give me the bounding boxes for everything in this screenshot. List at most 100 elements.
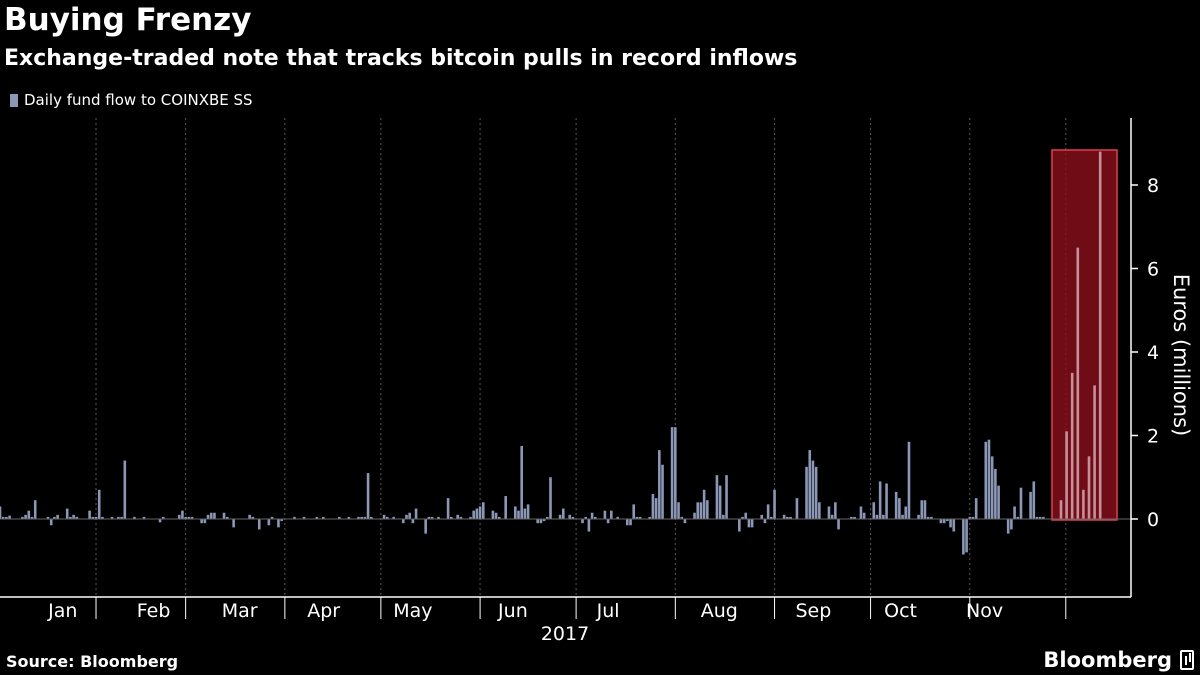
bar [545, 516, 549, 519]
bar [302, 516, 306, 519]
x-tick-label: Jun [497, 600, 528, 622]
legend-swatch [10, 93, 18, 107]
bar [747, 519, 751, 528]
bar [811, 460, 815, 519]
legend-label: Daily fund flow to COINXBE SS [24, 91, 253, 109]
bar [581, 519, 584, 524]
bar [773, 489, 776, 519]
bar [610, 510, 613, 519]
bar [133, 516, 136, 519]
highlight-bar [1070, 372, 1074, 519]
bar [427, 516, 431, 519]
bar [526, 504, 530, 519]
bar [882, 514, 885, 519]
bar [203, 519, 207, 524]
bar [632, 504, 636, 519]
bar [683, 519, 687, 524]
x-tick-label: Feb [137, 600, 171, 622]
bar [693, 512, 696, 519]
bar [414, 508, 418, 519]
x-tick-label: Mar [222, 600, 258, 622]
bar [385, 516, 389, 519]
bar [97, 489, 101, 519]
bar [1035, 516, 1039, 519]
bar [571, 516, 575, 519]
bar [251, 516, 255, 519]
bar [30, 516, 34, 519]
bar [1010, 519, 1013, 530]
bar [213, 512, 216, 519]
bar [606, 519, 610, 524]
bar [814, 466, 818, 519]
bar [536, 519, 539, 524]
bloomberg-terminal-icon [1180, 650, 1194, 670]
bar [885, 483, 888, 519]
bar [949, 519, 952, 528]
bar [558, 514, 562, 519]
bar [702, 489, 706, 519]
bar [1, 516, 5, 519]
bar [123, 460, 127, 519]
bar [117, 516, 120, 519]
bar [1019, 487, 1023, 519]
bar [562, 508, 565, 519]
bar [257, 519, 261, 530]
bar [626, 519, 629, 526]
bar [763, 519, 767, 524]
bar [46, 516, 50, 519]
bar [209, 512, 213, 519]
bar [456, 514, 459, 519]
bar [33, 500, 37, 519]
x-tick-label: Jul [596, 600, 620, 622]
bar [110, 516, 114, 519]
bar [994, 468, 997, 519]
bar [894, 491, 898, 519]
highlight-bar [1098, 151, 1102, 519]
bar [699, 502, 703, 519]
bar [469, 516, 472, 519]
bar [539, 519, 543, 524]
x-tick-label: Sep [795, 600, 831, 622]
bar [187, 516, 191, 519]
bar [744, 512, 748, 519]
bar [1029, 491, 1032, 519]
bar [513, 506, 517, 519]
bar [654, 498, 658, 519]
bar [517, 510, 520, 519]
bar [603, 510, 607, 519]
bar [878, 481, 882, 519]
bar [363, 516, 367, 519]
bar [232, 519, 235, 528]
bar [818, 502, 821, 519]
bar [75, 516, 79, 519]
bar [997, 485, 1000, 519]
bar [142, 516, 146, 519]
bar [491, 510, 495, 519]
x-tick-label: Jan [47, 600, 77, 622]
bar [859, 506, 863, 519]
bar [786, 516, 789, 519]
bar [750, 519, 754, 528]
bar [584, 516, 588, 519]
bar [875, 514, 879, 519]
bar [834, 502, 837, 519]
bar [616, 516, 620, 519]
bar [549, 477, 552, 519]
bar [1038, 516, 1042, 519]
bar [808, 450, 812, 519]
bar [53, 516, 56, 519]
bar [629, 519, 632, 526]
source-note: Source: Bloomberg [6, 652, 179, 671]
bar [181, 510, 184, 519]
bar [917, 514, 920, 519]
bar [837, 519, 840, 530]
bar [158, 519, 162, 523]
bar [638, 516, 642, 519]
x-tick-label: Apr [307, 600, 340, 622]
bar [366, 473, 370, 519]
bar [411, 519, 415, 524]
bar [321, 516, 325, 519]
x-tick-label: May [393, 600, 432, 622]
bar [357, 516, 360, 519]
bar [270, 516, 274, 519]
